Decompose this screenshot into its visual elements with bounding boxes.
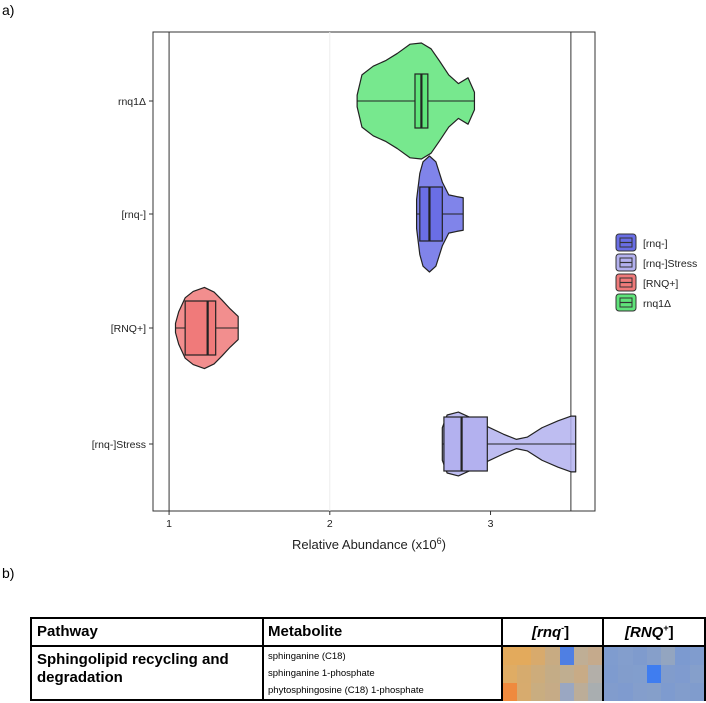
legend-label-rnq1: rnq1Δ bbox=[643, 298, 671, 310]
panel-b-label: b) bbox=[2, 565, 14, 581]
heatmap-cell bbox=[618, 647, 632, 665]
heatmap-rnq-minus bbox=[503, 647, 602, 701]
heatmap-cell bbox=[675, 665, 689, 683]
heatmap-cell bbox=[574, 683, 588, 701]
ytick-label-rnq: [rnq-] bbox=[121, 209, 146, 221]
ytick-label-rnq: [RNQ+] bbox=[111, 323, 146, 335]
heatmap-cell bbox=[545, 683, 559, 701]
header-rnq-plus: [RNQ+] bbox=[625, 623, 674, 641]
heatmap-cell bbox=[531, 683, 545, 701]
heatmap-cell bbox=[633, 683, 647, 701]
heatmap-cell bbox=[618, 683, 632, 701]
heatmap-cell bbox=[560, 683, 574, 701]
heatmap-cell bbox=[690, 665, 704, 683]
heatmap-cell bbox=[574, 665, 588, 683]
heatmap-cell bbox=[545, 647, 559, 665]
metabolite-table: Pathway Metabolite [rnq-] [RNQ+] Sphingo… bbox=[30, 617, 706, 701]
metabolite-3: phytosphingosine (C18) 1-phosphate bbox=[268, 685, 424, 696]
box-rnq-stress bbox=[444, 417, 487, 471]
heatmap-cell bbox=[647, 647, 661, 665]
heatmap-cell bbox=[618, 665, 632, 683]
heatmap-cell bbox=[633, 665, 647, 683]
heatmap-cell bbox=[661, 683, 675, 701]
heatmap-cell bbox=[545, 665, 559, 683]
heatmap-cell bbox=[588, 683, 602, 701]
x-axis-label: Relative Abundance (x106) bbox=[292, 536, 446, 552]
heatmap-cell bbox=[560, 647, 574, 665]
legend-label-rnq: [RNQ+] bbox=[643, 278, 678, 290]
legend-label-rnq: [rnq-] bbox=[643, 238, 668, 250]
header-pathway: Pathway bbox=[37, 623, 98, 640]
heatmap-cell bbox=[690, 647, 704, 665]
heatmap-cell bbox=[517, 683, 531, 701]
heatmap-rnq-plus bbox=[604, 647, 704, 701]
header-metabolite: Metabolite bbox=[268, 623, 342, 640]
heatmap-cell bbox=[661, 665, 675, 683]
violin-chart: rnq1Δ [rnq-] [RNQ+] [rnq-]Stress 1 2 3 Relative… bbox=[0, 0, 706, 560]
heatmap-cell bbox=[647, 665, 661, 683]
heatmap-cell bbox=[503, 665, 517, 683]
legend-label-rnq-stress: [rnq-]Stress bbox=[643, 258, 697, 270]
box-rnq bbox=[185, 301, 216, 355]
heatmap-cell bbox=[503, 683, 517, 701]
ytick-label-rnq-stress: [rnq-]Stress bbox=[92, 439, 146, 451]
heatmap-cell bbox=[517, 665, 531, 683]
xtick-label-3: 3 bbox=[488, 518, 494, 530]
heatmap-cell bbox=[560, 665, 574, 683]
heatmap-cell bbox=[531, 665, 545, 683]
metabolite-1: sphinganine (C18) bbox=[268, 651, 346, 662]
heatmap-cell bbox=[604, 647, 618, 665]
pathway-name: Sphingolipid recycling and degradation bbox=[37, 651, 262, 687]
heatmap-cell bbox=[531, 647, 545, 665]
heatmap-cell bbox=[574, 647, 588, 665]
heatmap-cell bbox=[675, 647, 689, 665]
xtick-label-2: 2 bbox=[327, 518, 333, 530]
xtick-label-1: 1 bbox=[166, 518, 172, 530]
header-rnq-minus: [rnq-] bbox=[532, 623, 569, 641]
heatmap-cell bbox=[633, 647, 647, 665]
ytick-label-rnq1: rnq1Δ bbox=[118, 96, 146, 108]
heatmap-cell bbox=[604, 665, 618, 683]
heatmap-cell bbox=[588, 647, 602, 665]
heatmap-cell bbox=[604, 683, 618, 701]
heatmap-cell bbox=[647, 683, 661, 701]
metabolite-2: sphinganine 1-phosphate bbox=[268, 668, 375, 679]
heatmap-cell bbox=[503, 647, 517, 665]
heatmap-cell bbox=[517, 647, 531, 665]
heatmap-cell bbox=[675, 683, 689, 701]
heatmap-cell bbox=[690, 683, 704, 701]
heatmap-cell bbox=[661, 647, 675, 665]
heatmap-cell bbox=[588, 665, 602, 683]
box-rnq bbox=[420, 187, 443, 241]
